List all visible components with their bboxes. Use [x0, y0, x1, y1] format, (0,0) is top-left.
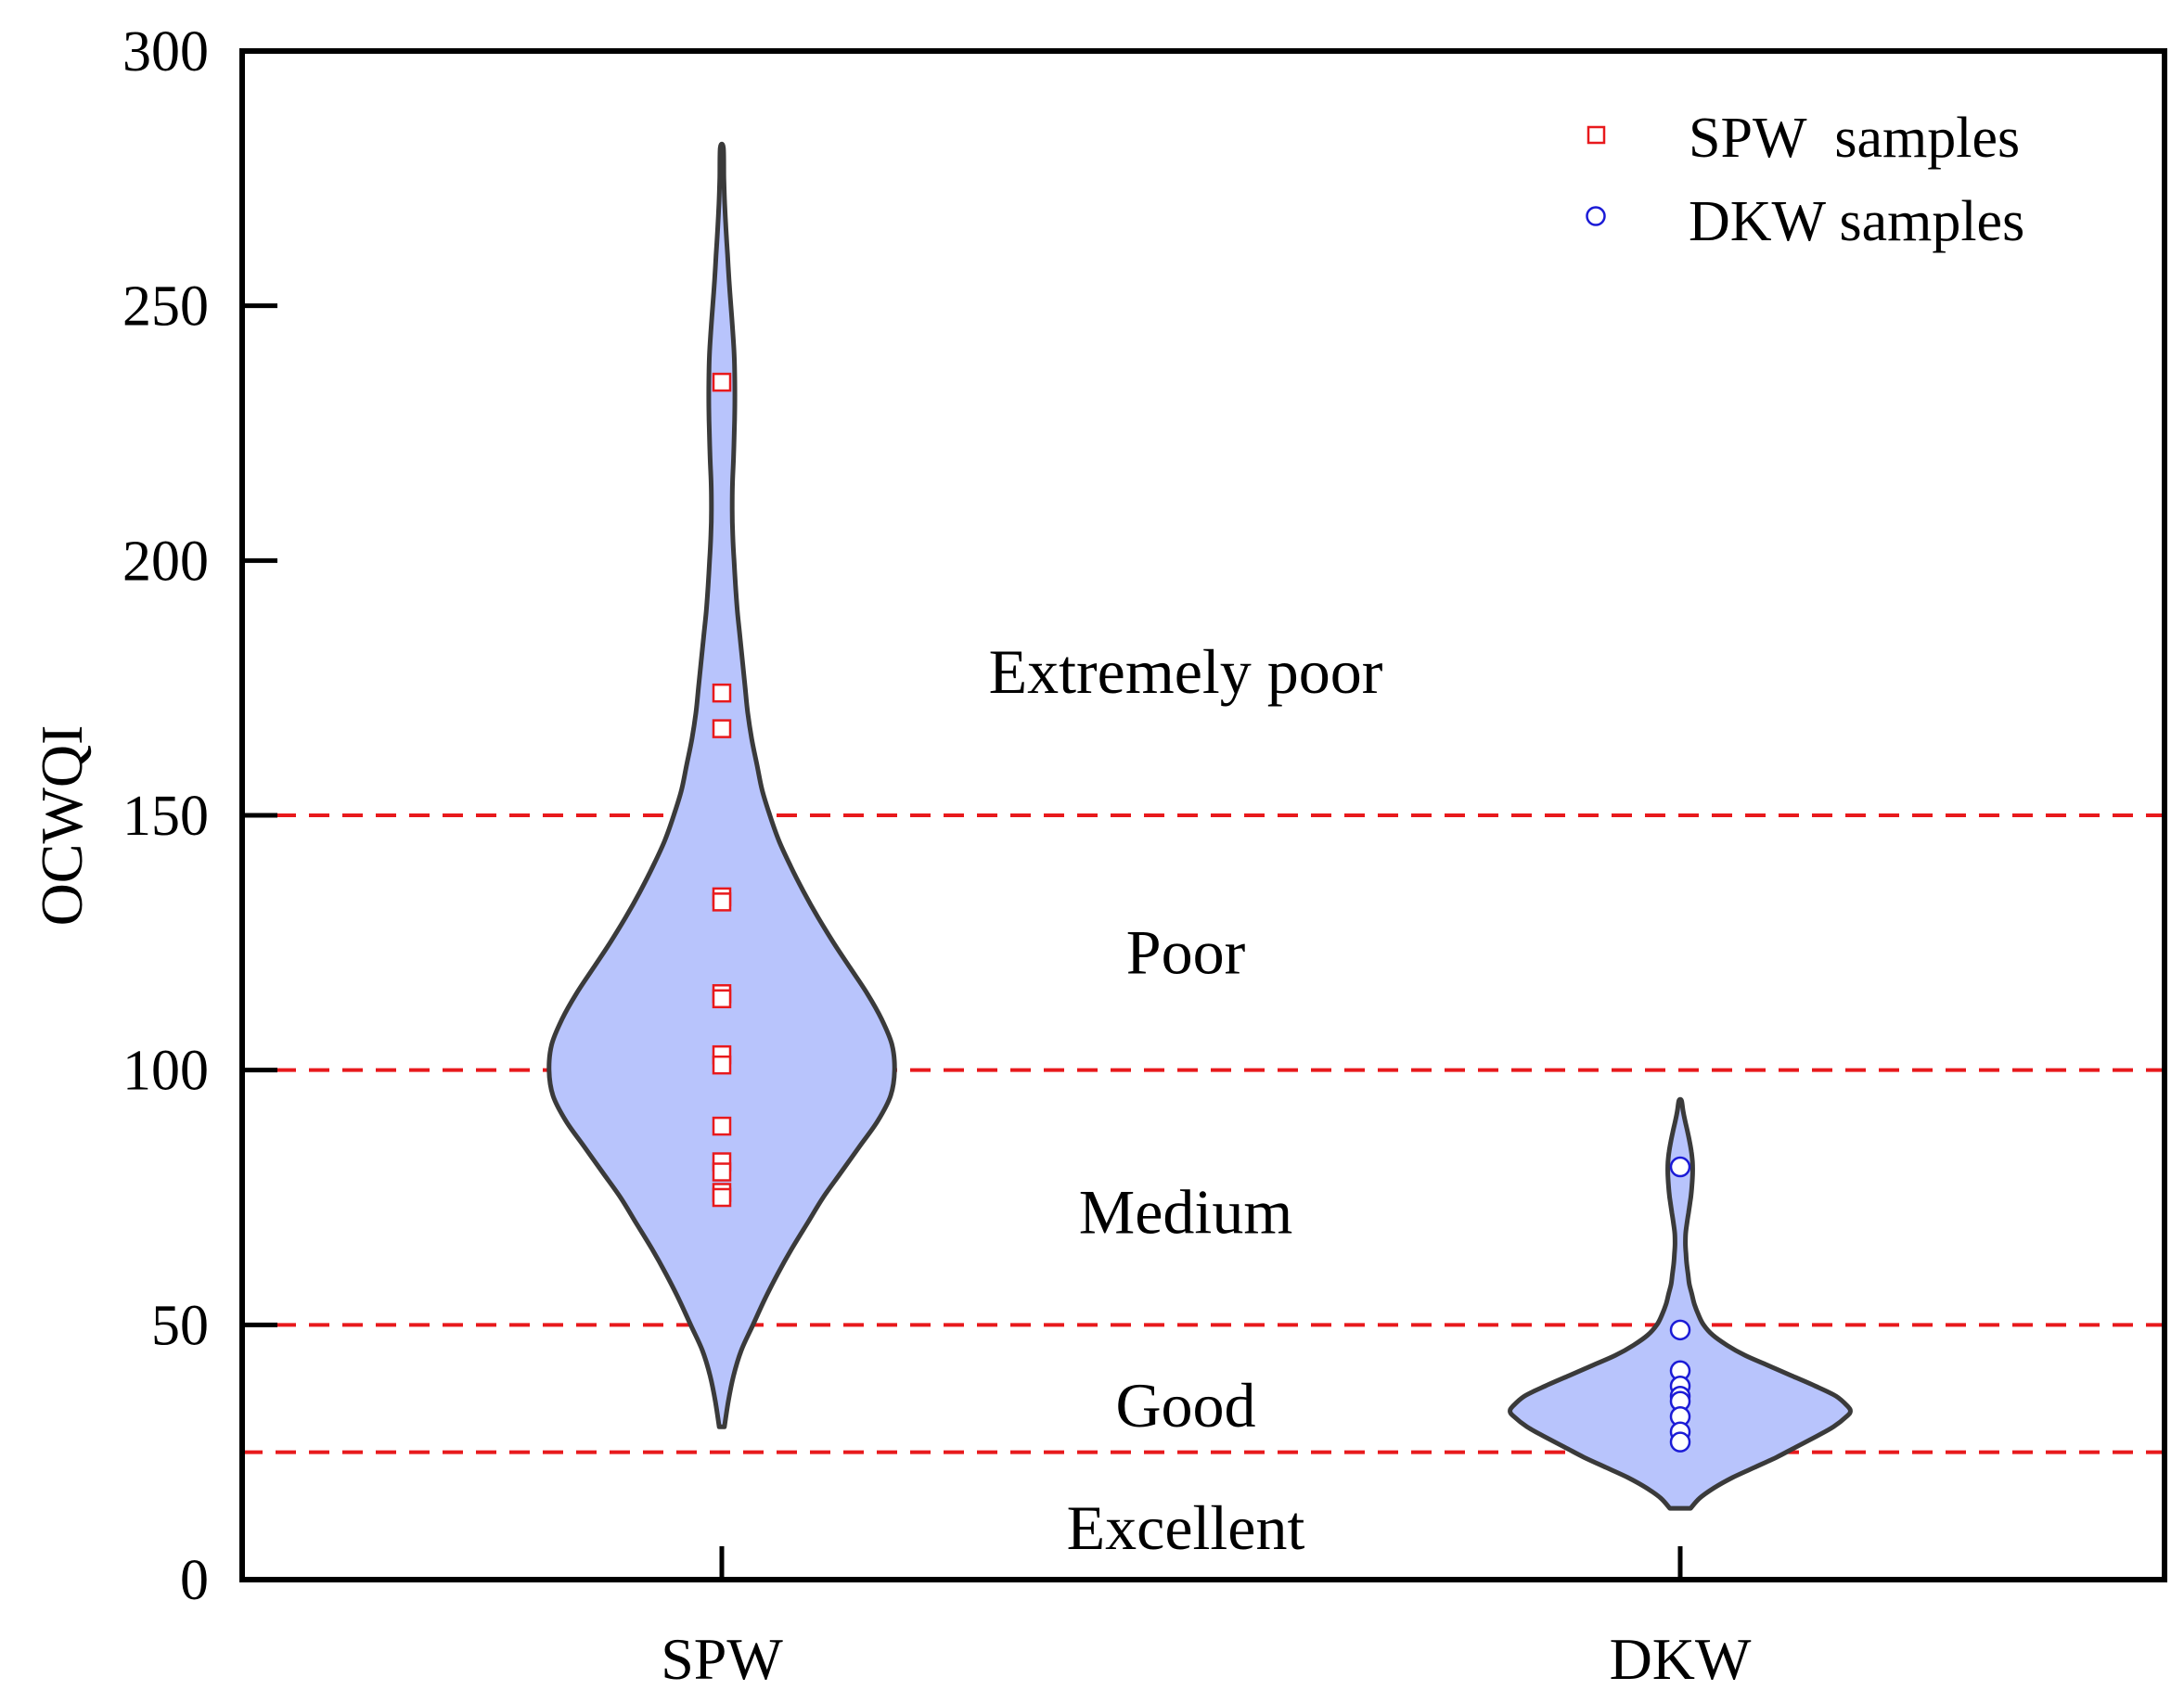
y-axis-title: OCWQI — [29, 725, 95, 927]
sample-point-spw — [712, 1162, 732, 1182]
sample-point-spw — [712, 719, 732, 738]
zone-label-excellent: Excellent — [1067, 1492, 1305, 1563]
violin-dkw — [1508, 1096, 1853, 1511]
zone-labels: Extremely poor Poor Medium Good Excellent — [989, 636, 1383, 1563]
legend: SPW samples DKW samples — [1586, 107, 2024, 253]
x-tick-label-dkw: DKW — [1610, 1626, 1752, 1692]
violins — [546, 141, 1853, 1511]
sample-point-spw — [712, 989, 732, 1009]
y-tick-label: 0 — [180, 1549, 209, 1612]
violin-spw — [546, 141, 897, 1429]
sample-point-spw — [712, 1187, 732, 1208]
sample-points — [712, 372, 1691, 1453]
y-tick-label: 200 — [122, 530, 209, 593]
zone-label-poor: Poor — [1126, 916, 1246, 987]
sample-point-dkw — [1669, 1156, 1691, 1178]
plot-frame — [239, 48, 2167, 1582]
sample-point-spw — [712, 1055, 732, 1075]
legend-label-spw: SPW samples — [1689, 107, 2020, 170]
zone-label-extremely-poor: Extremely poor — [989, 636, 1383, 707]
sample-point-spw — [712, 683, 732, 703]
sample-point-spw — [712, 892, 732, 912]
legend-marker-dkw — [1586, 206, 1606, 226]
y-tick-label: 150 — [122, 785, 209, 848]
sample-point-dkw — [1669, 1431, 1691, 1453]
threshold-lines — [242, 813, 2165, 1454]
y-tick-label: 300 — [122, 20, 209, 83]
axes: 0 50 100 150 200 250 300 SPW DKW — [122, 20, 1752, 1692]
legend-label-dkw: DKW samples — [1689, 190, 2024, 253]
y-tick-label: 250 — [122, 275, 209, 339]
sample-point-spw — [712, 372, 732, 392]
y-tick-label: 50 — [151, 1294, 209, 1357]
sample-point-spw — [712, 1116, 732, 1136]
x-tick-label-spw: SPW — [661, 1626, 783, 1692]
zone-label-good: Good — [1115, 1370, 1255, 1441]
zone-label-medium: Medium — [1079, 1176, 1292, 1247]
y-tick-label: 100 — [122, 1040, 209, 1103]
sample-point-dkw — [1669, 1319, 1691, 1341]
legend-marker-spw — [1587, 125, 1606, 145]
